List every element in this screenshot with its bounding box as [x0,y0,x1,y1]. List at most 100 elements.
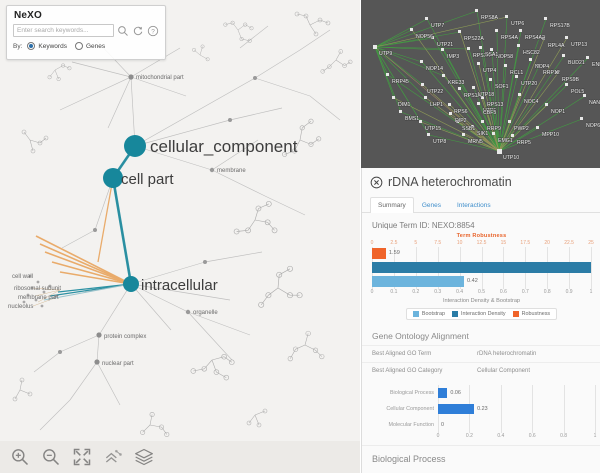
gene-label: RRP12 [543,70,560,76]
axis-tick: 20 [544,240,550,246]
grid-line [569,261,571,289]
tab-summary[interactable]: Summary [370,197,414,213]
axis-tick: 0.4 [456,289,464,295]
detail-header: rDNA heterochromatin [362,168,600,191]
gene-label: UTP22 [427,89,443,95]
graph-toolbar[interactable] [0,441,360,473]
go-bar-value: 0.23 [477,406,488,412]
search-input[interactable] [13,24,114,37]
tree-nodes[interactable] [58,74,257,365]
node-label: ribosomal subunit [14,286,61,292]
zoom-out-icon[interactable] [41,447,61,467]
density-axis: 0 0.1 0.2 0.3 0.4 0.5 0.6 0.7 0.8 0.9 1 [371,289,593,296]
grid-line [415,261,417,289]
fit-screen-icon[interactable] [72,447,92,467]
grid-line [500,401,502,417]
ontology-graph-view[interactable]: mitochondrial part membrane protein comp… [0,0,360,473]
go-row-term: Best Aligned GO Term rDNA heterochromati… [362,345,600,362]
highlighted-nodes[interactable] [103,135,146,292]
radio-genes[interactable] [74,42,83,50]
search-icon[interactable] [117,25,129,37]
grid-line [569,247,571,261]
gene-label: DIP2 [455,118,467,124]
gene-label: RPS17B [550,23,570,29]
tab-interactions[interactable]: Interactions [456,202,491,209]
bar-go-1 [438,404,475,414]
grid-line [469,385,471,401]
legend-interaction-density-label: Interaction Density [460,311,506,317]
grid-line [481,247,483,261]
gene-label: BUD21 [568,60,585,66]
bar-robustness [372,248,386,259]
gene-network-canvas[interactable]: RPS8A UTP7 UTP6 RPS17B NOP56 RPS22A RPS4A RPS4A… [361,0,600,168]
grid-line [595,417,596,433]
search-panel[interactable]: NeXO ? By: Keywords [6,5,166,60]
radio-keywords-label: Keywords [38,42,67,50]
legend-robustness: Robustness [512,311,550,317]
gene-label: UTP9 [379,51,392,57]
node-cellular-component[interactable] [124,135,146,157]
node-label: protein complex [104,334,146,340]
axis-tick: 5 [414,240,418,246]
gene-nodes[interactable] [373,9,589,154]
grid-line [563,401,565,417]
axis-tick: 10 [456,240,463,246]
node-cell-part[interactable] [103,168,123,188]
grid-line [563,385,565,401]
axis-tick: 0.9 [565,289,573,295]
gene-label: UTP18 [478,92,494,98]
gene-node-labels: RPS8A UTP7 UTP6 RPS17B NOP56 RPS22A RPS4A RPS4A… [379,15,600,162]
grid-line [563,417,565,433]
go-term-value: rDNA heterochromatin [477,351,537,357]
radio-genes-label: Genes [85,42,106,50]
detail-tabs[interactable]: Summary Genes Interactions [362,196,600,213]
gene-label: RRP45 [392,79,409,85]
grid-line [393,247,395,261]
gene-label: RRP9 [487,126,501,132]
axis-label-density: Interaction Density & Bootstrap [442,298,521,304]
biological-process-heading: Biological Process [362,445,600,468]
axis-tick: 0.5 [478,289,485,295]
node-label: organelle [193,310,218,316]
axis-tick: 7.5 [434,240,442,246]
collapse-icon[interactable] [103,447,123,467]
gene-label: NOP1 [551,109,565,115]
svg-text:?: ? [151,28,155,35]
gene-label: PWP2 [514,126,529,132]
unique-term-id: Unique Term ID: NEXO:8854 [372,221,475,230]
gene-label: RRP5 [517,140,531,146]
term-detail-panel[interactable]: rDNA heterochromatin Summary Genes Inter… [361,168,600,473]
grid-line [532,417,534,433]
close-icon[interactable] [370,176,383,189]
go-bar-value: 0.06 [450,390,461,396]
tab-genes[interactable]: Genes [421,202,441,209]
gene-label: NOC4 [524,99,539,105]
gene-network-view[interactable]: RPS8A UTP7 UTP6 RPS17B NOP56 RPS22A RPS4A RPS4A… [361,0,600,168]
gene-label: UTP8 [433,139,446,145]
go-category-label: Cellular Component [386,406,434,412]
gene-label: UTP5 [483,108,496,114]
reset-icon[interactable] [132,25,144,37]
dense-cluster [22,274,61,308]
axis-tick: 0.4 [497,433,505,439]
tree-edges [33,25,341,431]
gene-label: RPS4A2 [525,35,545,41]
gene-label: SSB1 [462,126,475,132]
highlighted-node-labels: cellular_component cell part intracellul… [121,137,298,294]
grid-line [547,247,549,261]
node-intracellular[interactable] [123,276,139,292]
gene-label: RPS13 [487,102,504,108]
ontology-graph-canvas[interactable]: mitochondrial part membrane protein comp… [0,0,360,473]
help-icon[interactable]: ? [147,25,159,37]
grid-line [437,261,439,289]
zoom-in-icon[interactable] [10,447,30,467]
grid-line [372,261,373,289]
layers-icon[interactable] [134,447,154,467]
gene-label: HSC82 [523,50,540,56]
radio-keywords[interactable] [27,42,36,50]
bar-interaction-density [372,262,591,273]
search-mode-radios[interactable]: By: Keywords Genes [13,42,159,50]
go-category-chart: Biological Process 0.06 Cellular Component… [362,379,600,440]
density-bootstrap-plot: 0.42 [372,261,592,289]
gene-label: RPS7A [473,53,491,59]
